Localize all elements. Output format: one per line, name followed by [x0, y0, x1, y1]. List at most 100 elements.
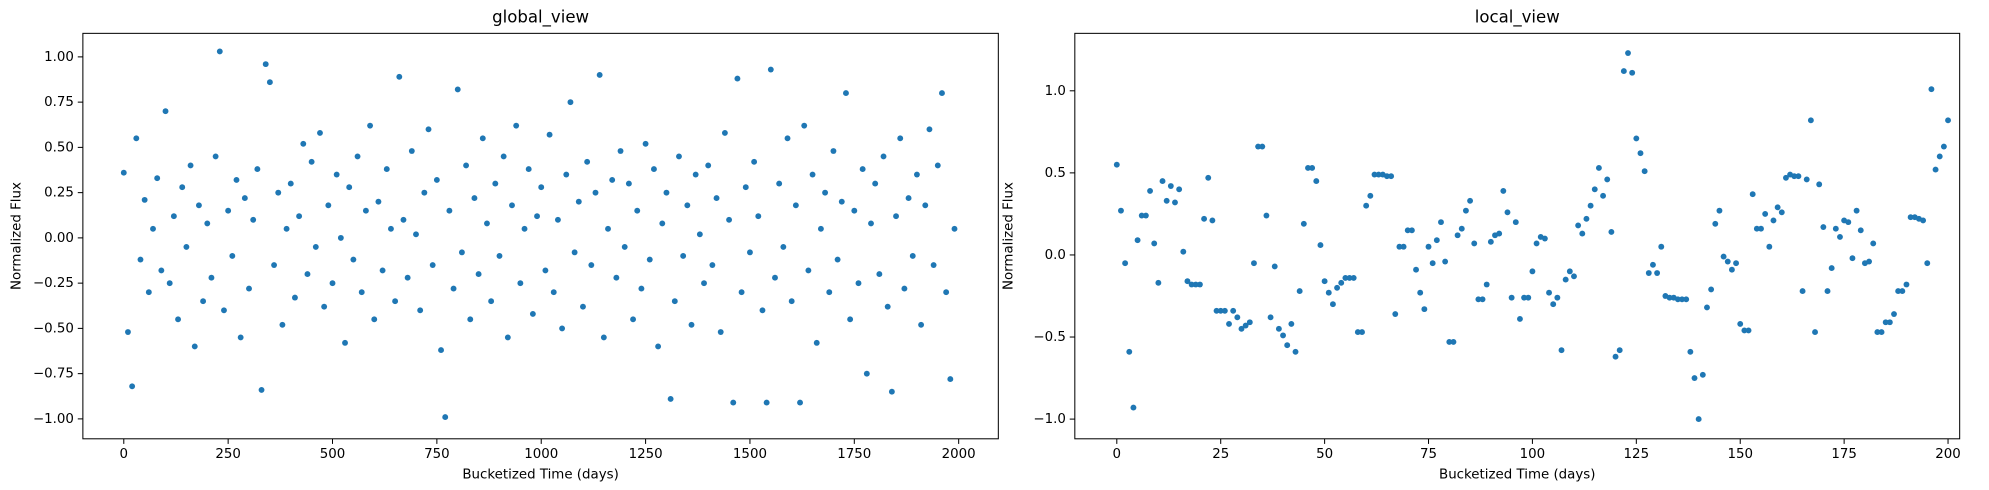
point: [1737, 320, 1744, 327]
point: [1155, 279, 1162, 286]
point: [1217, 307, 1224, 314]
point: [588, 262, 595, 268]
x-tick-label: 1750: [837, 447, 871, 462]
point: [208, 274, 215, 281]
point: [513, 122, 520, 129]
point: [1317, 242, 1324, 249]
point: [1184, 278, 1191, 285]
point: [1641, 168, 1648, 175]
point: [1886, 319, 1893, 326]
point: [1595, 165, 1602, 171]
y-tick-label: −0.5: [1033, 330, 1065, 345]
point: [471, 195, 478, 201]
point: [333, 171, 340, 178]
point: [1471, 240, 1478, 247]
point: [580, 303, 586, 310]
point: [1895, 288, 1902, 294]
point: [221, 307, 227, 314]
point: [1770, 217, 1777, 224]
point: [634, 207, 641, 214]
y-tick-label: −1.0: [1033, 412, 1065, 427]
point: [1230, 307, 1237, 314]
point: [1404, 227, 1411, 234]
y-tick-label: 1.00: [44, 50, 74, 65]
point: [826, 289, 833, 296]
point: [893, 213, 899, 220]
point: [830, 148, 837, 154]
point: [1192, 281, 1199, 288]
point: [1421, 306, 1428, 313]
x-tick-label: 175: [1831, 447, 1857, 462]
point: [204, 220, 211, 227]
point: [1438, 219, 1444, 226]
point: [296, 213, 303, 220]
point: [1118, 207, 1124, 214]
point: [751, 158, 758, 165]
point: [312, 244, 319, 250]
x-axis-label: Bucketized Time (days): [1439, 468, 1595, 483]
point: [1783, 174, 1789, 181]
point: [488, 298, 495, 305]
point: [792, 202, 799, 209]
point: [1633, 135, 1640, 142]
point: [1903, 281, 1910, 288]
point: [1251, 260, 1257, 267]
point: [1138, 212, 1145, 219]
point: [191, 343, 198, 350]
point: [529, 310, 536, 317]
point: [137, 256, 144, 263]
x-tick-label: 200: [1935, 447, 1961, 462]
point: [1733, 260, 1740, 267]
point: [388, 225, 394, 232]
point: [1857, 227, 1864, 234]
point: [408, 148, 415, 154]
point: [1205, 174, 1212, 181]
point: [855, 280, 862, 287]
point: [939, 90, 945, 97]
x-tick-label: 0: [120, 447, 129, 462]
point: [605, 225, 611, 232]
point: [308, 158, 315, 165]
point: [1238, 325, 1245, 332]
point: [400, 216, 407, 223]
point: [517, 280, 524, 287]
point: [934, 162, 941, 169]
point: [1849, 255, 1856, 262]
point: [367, 122, 374, 129]
point: [417, 307, 424, 314]
point: [216, 48, 223, 55]
y-tick-label: −0.50: [33, 321, 74, 336]
point: [362, 207, 369, 214]
x-tick-label: 25: [1212, 447, 1229, 462]
point: [1654, 270, 1661, 276]
point: [1508, 294, 1515, 301]
point: [918, 321, 925, 328]
point: [446, 207, 453, 214]
point: [847, 316, 854, 323]
y-tick-label: −0.25: [33, 276, 74, 291]
point: [951, 225, 958, 232]
point: [404, 274, 411, 281]
point: [1587, 202, 1594, 209]
point: [371, 316, 378, 323]
point: [1583, 215, 1590, 222]
point: [1475, 296, 1482, 303]
point: [141, 196, 148, 203]
point: [671, 298, 678, 305]
point: [1234, 314, 1241, 321]
point: [838, 198, 845, 205]
point: [1259, 143, 1266, 150]
point: [1691, 375, 1698, 381]
point: [1712, 220, 1719, 227]
point: [655, 343, 662, 350]
point: [1658, 243, 1665, 250]
point: [617, 148, 624, 154]
point: [1940, 143, 1947, 150]
point: [1209, 217, 1216, 224]
point: [129, 383, 136, 390]
point: [1924, 260, 1931, 267]
point: [1113, 161, 1120, 168]
point: [433, 177, 440, 183]
point: [947, 376, 954, 383]
axes-frame: [1074, 32, 1961, 440]
